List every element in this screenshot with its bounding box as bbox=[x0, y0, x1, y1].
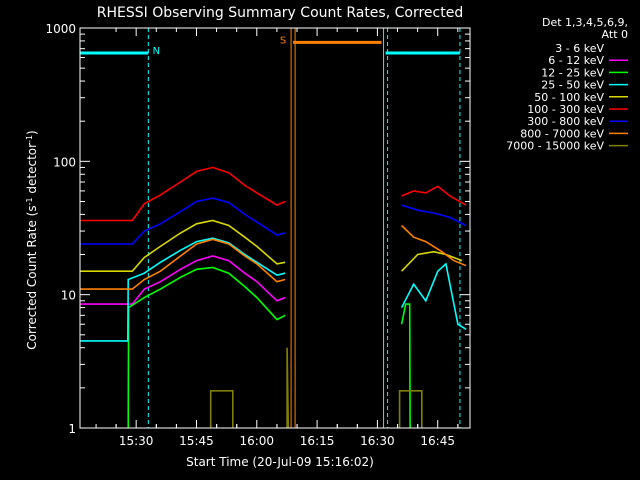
legend-label-6: 300 - 800 keV bbox=[527, 115, 604, 128]
chart-title: RHESSI Observing Summary Count Rates, Co… bbox=[97, 5, 463, 21]
y-tick-label-2: 100 bbox=[53, 155, 76, 169]
legend-label-0: 3 - 6 keV bbox=[555, 42, 604, 55]
y-tick-label-3: 1000 bbox=[45, 22, 76, 36]
y-tick-label-1: 10 bbox=[61, 289, 76, 303]
x-tick-label-4: 16:30 bbox=[360, 434, 395, 448]
series-line-6-segment-0 bbox=[80, 197, 286, 245]
legend-label-2: 12 - 25 keV bbox=[541, 66, 604, 79]
series-line-8-segment-2 bbox=[398, 389, 423, 428]
legend-label-1: 6 - 12 keV bbox=[548, 54, 604, 67]
series-line-7-segment-0 bbox=[80, 238, 286, 290]
flag-label-s: S bbox=[280, 35, 286, 46]
x-tick-label-3: 16:15 bbox=[300, 434, 335, 448]
legend-title-line2: Att 0 bbox=[602, 28, 628, 41]
series-line-6-segment-1 bbox=[401, 204, 467, 227]
x-tick-label-1: 15:45 bbox=[179, 434, 214, 448]
series-line-4-segment-0 bbox=[80, 219, 286, 273]
series-line-5-segment-0 bbox=[80, 166, 286, 222]
x-tick-label-0: 15:30 bbox=[119, 434, 154, 448]
x-tick-label-2: 16:00 bbox=[239, 434, 274, 448]
legend-label-5: 100 - 300 keV bbox=[527, 103, 604, 116]
x-axis-label: Start Time (20-Jul-09 15:16:02) bbox=[186, 455, 374, 469]
legend-label-8: 7000 - 15000 keV bbox=[506, 140, 604, 153]
series-line-4-segment-1 bbox=[401, 250, 463, 272]
legend-label-4: 50 - 100 keV bbox=[534, 91, 604, 104]
flag-label-n: N bbox=[153, 46, 160, 57]
series-line-0-segment-1 bbox=[401, 280, 446, 285]
y-tick-label-0: 1 bbox=[68, 422, 76, 436]
series-line-1-segment-0 bbox=[80, 255, 286, 305]
series-line-3-segment-0 bbox=[80, 237, 286, 342]
legend-label-7: 800 - 7000 keV bbox=[520, 127, 604, 140]
y-axis-label: Corrected Count Rate (s-1 detector-1) bbox=[25, 130, 40, 349]
legend-label-3: 25 - 50 keV bbox=[541, 79, 604, 92]
series-line-2-segment-0 bbox=[127, 266, 286, 429]
axes-box bbox=[79, 27, 471, 429]
x-tick-label-5: 16:45 bbox=[420, 434, 455, 448]
series-line-5-segment-1 bbox=[401, 185, 467, 206]
legend-title-line1: Det 1,3,4,5,6,9, bbox=[542, 16, 628, 29]
series-line-8-segment-0 bbox=[209, 389, 234, 428]
plot-area: N S 15:30 15:45 16:00 16:15 16:30 16:45 1 10 100 10… bbox=[45, 22, 471, 448]
series-line-2-segment-1 bbox=[400, 303, 411, 429]
series-line-8-segment-1 bbox=[286, 347, 290, 429]
series-line-0-segment-0 bbox=[80, 256, 286, 299]
series-line-3-segment-1 bbox=[400, 262, 467, 330]
series-line-7-segment-1 bbox=[401, 224, 467, 267]
